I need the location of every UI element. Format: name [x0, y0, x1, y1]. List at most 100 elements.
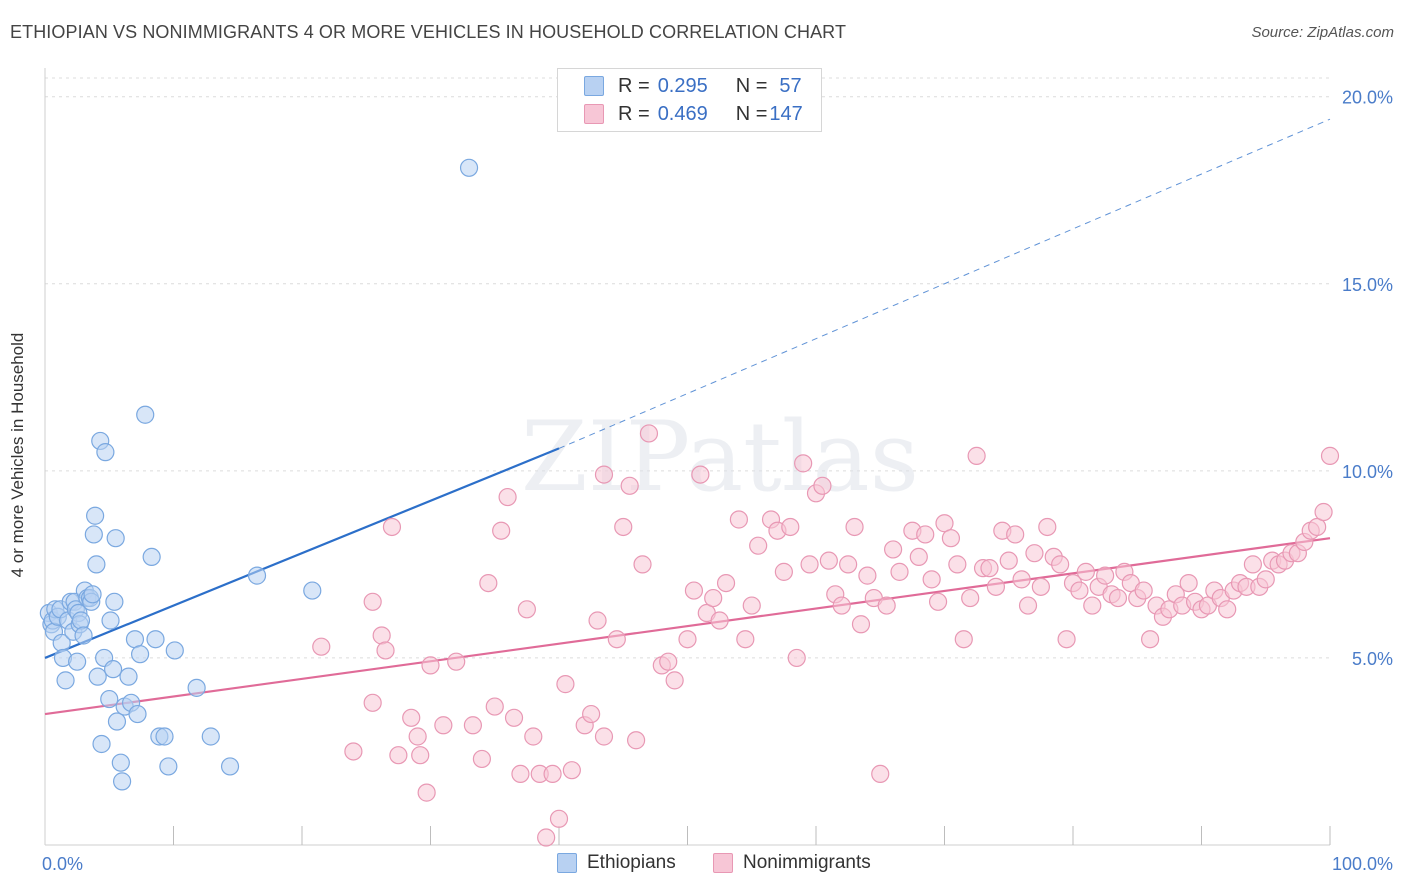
nonimmigrants-point — [1096, 566, 1115, 585]
nonimmigrants-point — [594, 465, 614, 484]
ethiopians-point — [119, 667, 138, 686]
nonimmigrants-point — [344, 742, 363, 761]
nonimmigrants-point — [1108, 588, 1128, 608]
series-name-nonimmigrants: Nonimmigrants — [743, 852, 871, 873]
nonimmigrants-point — [1320, 446, 1340, 465]
nonimmigrants-point — [691, 465, 710, 484]
nonimmigrants-point — [549, 809, 569, 828]
nonimmigrants-point — [948, 555, 967, 574]
nonimmigrants-point — [877, 596, 896, 615]
ethiopians-point — [104, 660, 123, 679]
nonimmigrants-point — [787, 648, 806, 668]
ethiopians-point — [71, 611, 91, 630]
nonimmigrants-point — [639, 424, 659, 443]
nonimmigrants-point — [871, 764, 890, 784]
nonimmigrants-point — [684, 581, 704, 600]
nonimmigrants-point — [537, 828, 556, 847]
ethiopians-swatch — [584, 76, 604, 96]
ethiopians-point — [220, 757, 240, 776]
legend-n-value: 57 — [779, 74, 802, 97]
nonimmigrants-point — [851, 615, 871, 634]
data-points — [39, 158, 1340, 847]
nonimmigrants-point — [582, 704, 601, 724]
nonimmigrants-point — [498, 487, 517, 507]
nonimmigrants-point — [372, 626, 391, 645]
nonimmigrants-point — [402, 708, 421, 727]
nonimmigrants-point — [376, 641, 395, 660]
nonimmigrants-point — [1070, 581, 1089, 600]
nonimmigrants-point — [967, 446, 986, 465]
nonimmigrants-point — [883, 540, 903, 559]
nonimmigrants-point — [626, 731, 646, 750]
nonimmigrants-point — [1179, 573, 1198, 593]
ethiopians-point — [83, 585, 102, 604]
nonimmigrants-point — [417, 783, 436, 802]
nonimmigrants-point — [980, 559, 999, 578]
legend-row-ethiopians: R = 0.295 N = 57 — [584, 73, 802, 99]
nonimmigrants-point — [890, 562, 909, 581]
nonimmigrants-point — [594, 727, 614, 746]
source-label: Source: ZipAtlas.com — [1251, 24, 1394, 41]
nonimmigrants-point — [524, 727, 543, 746]
nonimmigrants-point — [434, 716, 453, 735]
nonimmigrants-point — [511, 764, 530, 784]
nonimmigrants-point — [312, 637, 331, 656]
nonimmigrants-point — [363, 693, 382, 712]
legend-n-value: 147 — [769, 102, 803, 125]
ethiopians-point — [459, 158, 479, 177]
y-axis-label: 4 or more Vehicles in Household — [8, 332, 27, 578]
nonimmigrants-point — [479, 573, 498, 593]
legend-r-label: R = — [618, 74, 650, 97]
ethiopians-point — [111, 753, 130, 772]
nonimmigrants-point — [813, 476, 832, 495]
x-tick-label: 100.0% — [1332, 854, 1393, 874]
nonimmigrants-point — [1057, 630, 1076, 649]
nonimmigrants-point — [954, 630, 973, 649]
series-legend: Ethiopians Nonimmigrants — [0, 852, 1406, 878]
nonimmigrants-point — [543, 764, 562, 784]
nonimmigrants-point — [1012, 570, 1031, 589]
nonimmigrants-point — [633, 555, 652, 574]
axes — [44, 68, 1331, 846]
ethiopians-point — [87, 555, 106, 574]
ethiopians-point — [92, 734, 111, 754]
ethiopians-point — [101, 611, 120, 630]
nonimmigrants-point — [935, 514, 954, 533]
nonimmigrants-point — [774, 562, 793, 581]
nonimmigrants-point — [909, 547, 928, 567]
grid — [45, 77, 1330, 659]
ethiopians-point — [187, 678, 206, 697]
nonimmigrants-point — [492, 521, 511, 540]
nonimmigrants-point — [408, 727, 427, 746]
ethiopians-point — [56, 671, 75, 690]
nonimmigrants-swatch — [584, 104, 604, 124]
nonimmigrants-point — [678, 630, 697, 649]
nonimmigrants-point — [1134, 581, 1153, 600]
nonimmigrants-point — [607, 630, 626, 649]
ethiopians-point — [155, 727, 174, 746]
nonimmigrants-point — [716, 573, 736, 593]
nonimmigrants-point — [928, 592, 948, 611]
nonimmigrants-point — [665, 671, 684, 690]
nonimmigrants-point — [411, 746, 430, 765]
ethiopians-point — [68, 652, 87, 671]
ethiopians-point — [201, 727, 220, 746]
nonimmigrants-point — [562, 761, 581, 780]
nonimmigrants-point — [1083, 596, 1102, 615]
ethiopians-point — [88, 667, 107, 686]
nonimmigrants-point — [659, 652, 678, 671]
y-tick-label: 5.0% — [1352, 649, 1393, 669]
ethiopians-point — [112, 772, 132, 791]
ethiopians-point — [84, 525, 103, 544]
ethiopians-point — [303, 581, 322, 600]
nonimmigrants-point — [1006, 525, 1025, 544]
nonimmigrants-point — [736, 630, 755, 649]
nonimmigrants-point — [421, 656, 440, 675]
nonimmigrants-point — [800, 555, 819, 574]
nonimmigrants-point — [1038, 517, 1057, 537]
ethiopians-point — [107, 712, 127, 731]
y-tick-label: 10.0% — [1342, 462, 1393, 482]
trend-lines — [44, 118, 1331, 716]
ethiopians-trend-line — [44, 447, 560, 659]
